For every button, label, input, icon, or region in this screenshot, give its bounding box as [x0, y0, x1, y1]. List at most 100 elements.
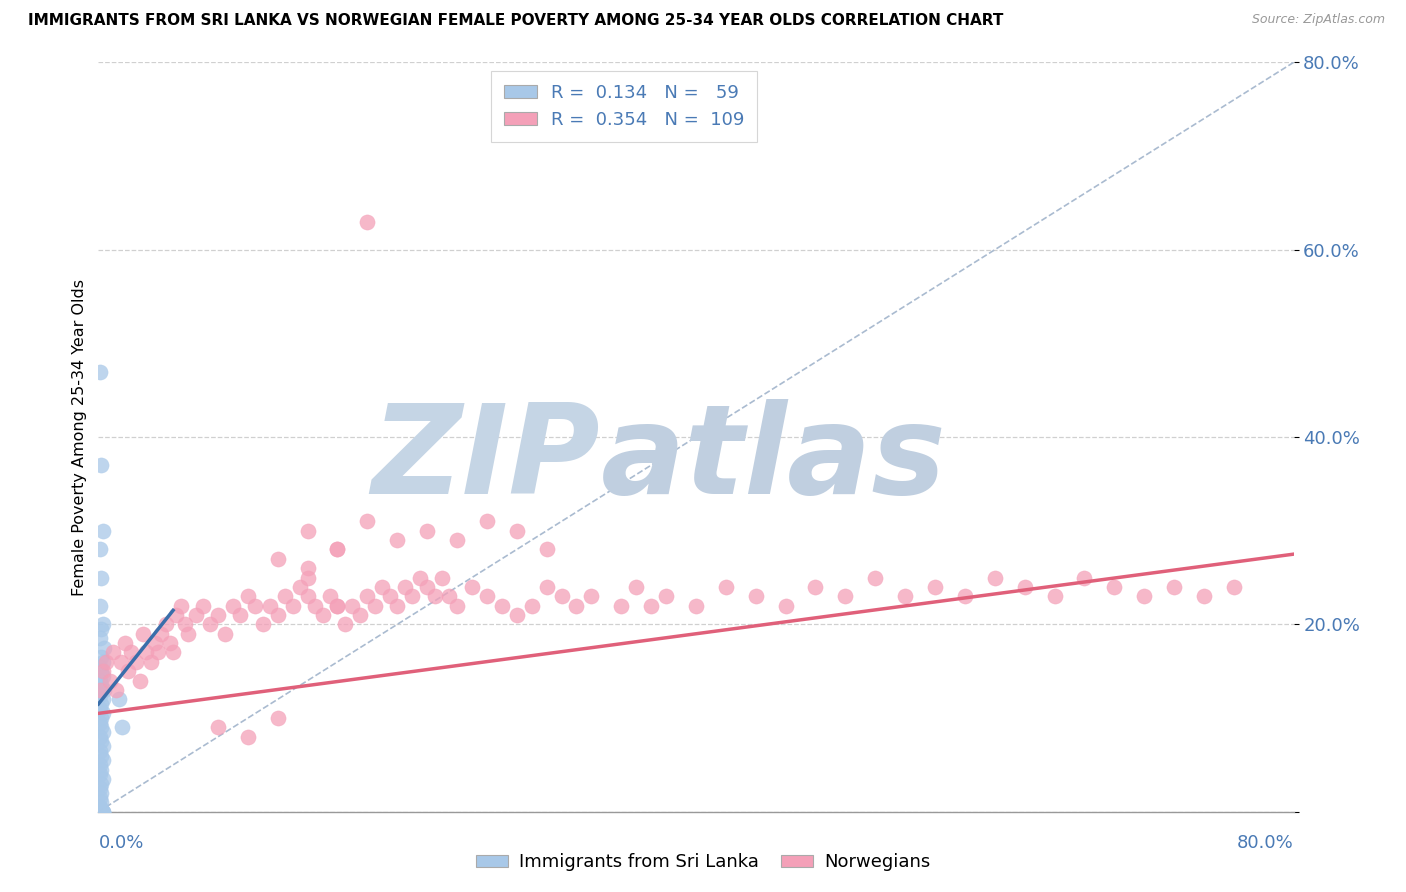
Point — [416, 524, 439, 538]
Point — [91, 664, 114, 679]
Point — [90, 458, 112, 473]
Point — [108, 692, 131, 706]
Point — [1104, 580, 1126, 594]
Point — [408, 571, 430, 585]
Point — [461, 580, 484, 594]
Point — [89, 659, 111, 673]
Point — [297, 571, 319, 585]
Point — [229, 608, 252, 623]
Point — [117, 664, 139, 679]
Point — [90, 805, 112, 819]
Point — [89, 542, 111, 557]
Point — [91, 805, 114, 819]
Point — [491, 599, 513, 613]
Point — [222, 599, 245, 613]
Point — [274, 590, 297, 604]
Point — [89, 805, 111, 819]
Point — [93, 640, 115, 655]
Point — [714, 580, 737, 594]
Point — [89, 632, 111, 646]
Point — [91, 706, 114, 721]
Point — [281, 599, 304, 613]
Point — [655, 590, 678, 604]
Point — [304, 599, 326, 613]
Point — [98, 673, 122, 688]
Point — [103, 646, 125, 660]
Point — [349, 608, 371, 623]
Point — [475, 590, 498, 604]
Point — [89, 805, 111, 819]
Legend: R =  0.134   N =   59, R =  0.354   N =  109: R = 0.134 N = 59, R = 0.354 N = 109 — [492, 71, 756, 142]
Point — [165, 608, 187, 623]
Point — [356, 214, 378, 228]
Point — [245, 599, 267, 613]
Point — [439, 590, 461, 604]
Point — [150, 626, 173, 640]
Point — [214, 626, 236, 640]
Point — [114, 636, 136, 650]
Point — [430, 571, 453, 585]
Point — [506, 524, 529, 538]
Point — [1223, 580, 1246, 594]
Point — [953, 590, 976, 604]
Point — [89, 767, 111, 781]
Point — [89, 805, 111, 819]
Point — [356, 590, 378, 604]
Point — [297, 561, 319, 575]
Point — [90, 650, 112, 665]
Point — [640, 599, 662, 613]
Point — [297, 590, 319, 604]
Point — [775, 599, 797, 613]
Point — [91, 655, 114, 669]
Point — [89, 730, 111, 744]
Point — [90, 622, 112, 636]
Point — [581, 590, 603, 604]
Point — [200, 617, 222, 632]
Point — [91, 753, 114, 767]
Point — [89, 805, 111, 819]
Point — [506, 608, 529, 623]
Point — [1043, 590, 1066, 604]
Point — [90, 763, 112, 777]
Point — [1192, 590, 1215, 604]
Point — [1133, 590, 1156, 604]
Point — [174, 617, 197, 632]
Point — [120, 646, 142, 660]
Point — [89, 365, 111, 379]
Point — [401, 590, 423, 604]
Point — [91, 617, 114, 632]
Point — [416, 580, 439, 594]
Text: 80.0%: 80.0% — [1237, 834, 1294, 852]
Point — [155, 617, 177, 632]
Point — [90, 748, 112, 763]
Y-axis label: Female Poverty Among 25-34 Year Olds: Female Poverty Among 25-34 Year Olds — [72, 278, 87, 596]
Point — [297, 524, 319, 538]
Point — [371, 580, 394, 594]
Point — [93, 683, 115, 698]
Point — [685, 599, 707, 613]
Point — [89, 599, 111, 613]
Point — [326, 599, 349, 613]
Point — [90, 805, 112, 819]
Point — [356, 514, 378, 528]
Point — [91, 692, 114, 706]
Point — [90, 678, 112, 692]
Point — [1073, 571, 1095, 585]
Point — [132, 626, 155, 640]
Point — [89, 805, 111, 819]
Point — [536, 580, 558, 594]
Text: 0.0%: 0.0% — [98, 834, 143, 852]
Point — [94, 655, 117, 669]
Point — [267, 711, 290, 725]
Point — [91, 669, 114, 683]
Point — [804, 580, 827, 594]
Point — [90, 805, 112, 819]
Point — [129, 673, 152, 688]
Point — [89, 800, 111, 814]
Point — [90, 796, 112, 810]
Point — [90, 776, 112, 791]
Point — [865, 571, 887, 585]
Point — [89, 781, 111, 796]
Point — [90, 697, 112, 711]
Point — [90, 571, 112, 585]
